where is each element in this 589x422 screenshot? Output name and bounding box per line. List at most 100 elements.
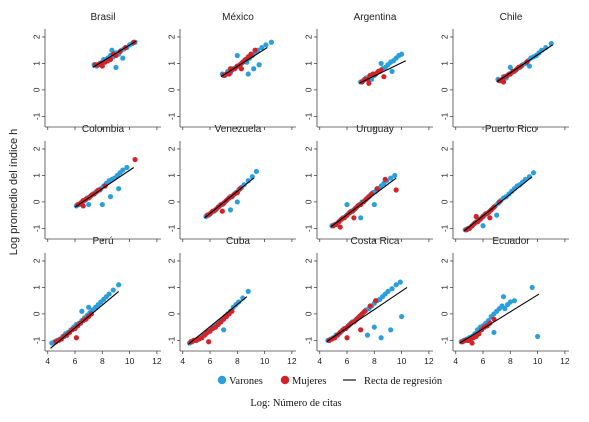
regression-line (463, 176, 533, 232)
point-mujeres (351, 215, 357, 221)
panel-argentina: Argentina 2 1 0 -1 (304, 12, 433, 130)
x-tick-label: 8 (235, 356, 240, 366)
point-varones (120, 167, 126, 173)
x-tick-label: 12 (424, 356, 434, 366)
x-tick-label: 10 (125, 356, 135, 366)
point-varones (251, 66, 257, 72)
point-mujeres (473, 213, 479, 220)
y-tick-label: 2 (440, 258, 450, 263)
point-mujeres (362, 308, 368, 314)
point-mujeres (206, 339, 212, 345)
point-varones (393, 282, 399, 288)
point-mujeres (366, 80, 372, 86)
y-tick-label: 1 (304, 173, 314, 178)
regression-line (220, 47, 268, 78)
x-axis-label: Log: Número de citas (250, 398, 341, 409)
y-tick-label: 1 (167, 61, 177, 66)
point-varones (99, 201, 105, 208)
point-varones (358, 215, 364, 221)
panel-venezuela: Venezuela 2 1 0 -1 (167, 124, 296, 242)
panel-title-brasil: Brasil (90, 12, 115, 23)
point-varones (378, 335, 384, 341)
point-varones (120, 55, 126, 61)
point-varones (389, 286, 395, 292)
y-tick-label: 0 (440, 311, 450, 316)
y-tick-label: 0 (304, 199, 314, 204)
point-varones (388, 175, 394, 181)
y-tick-label: 2 (167, 34, 177, 39)
y-tick-label: -1 (304, 336, 314, 344)
panel-title-colombia: Colombia (82, 124, 125, 135)
point-varones (397, 279, 403, 285)
y-tick-label: -1 (440, 112, 450, 120)
point-varones (511, 298, 518, 304)
point-varones (480, 223, 486, 229)
y-tick-label: -1 (440, 336, 450, 344)
x-tick-label: 8 (372, 356, 377, 366)
point-mujeres (238, 66, 245, 72)
legend: Varones Mujeres Recta de regresión (217, 375, 443, 387)
point-varones (389, 68, 395, 74)
point-varones (385, 288, 391, 295)
point-varones (263, 42, 269, 48)
y-tick-label: 1 (32, 285, 42, 290)
panel-brasil: Brasil 2 1 0 -1 (32, 12, 161, 130)
panel-uruguay: Uruguay 2 1 0 -1 (304, 124, 433, 242)
point-varones (227, 207, 234, 213)
y-tick-label: -1 (167, 336, 177, 344)
regression-line (74, 167, 135, 208)
point-varones (500, 294, 507, 300)
x-tick-label: 4 (453, 356, 458, 366)
panel-title-chile: Chile (500, 12, 523, 23)
point-varones (113, 64, 119, 71)
point-varones (221, 327, 227, 333)
point-mujeres (487, 320, 493, 326)
point-mujeres (358, 327, 364, 333)
panel-title-venezuela: Venezuela (215, 124, 262, 135)
y-tick-label: 0 (440, 199, 450, 204)
panel-title-cuba: Cuba (226, 236, 250, 247)
point-varones (507, 299, 513, 305)
point-mujeres (234, 190, 240, 196)
point-varones (234, 199, 240, 205)
point-mujeres (367, 303, 373, 309)
point-varones (253, 168, 260, 175)
point-varones (245, 288, 251, 295)
point-varones (259, 44, 265, 51)
point-varones (86, 304, 92, 310)
point-varones (86, 201, 92, 208)
panel-title-uruguay: Uruguay (356, 124, 394, 135)
point-mujeres (373, 298, 379, 304)
y-tick-label: 1 (304, 285, 314, 290)
point-mujeres (344, 335, 350, 341)
point-varones (106, 291, 112, 297)
legend-label-varones: Varones (229, 376, 263, 387)
point-mujeres (219, 208, 225, 214)
y-tick-label: 2 (304, 258, 314, 263)
point-varones (241, 182, 247, 188)
y-tick-label: -1 (440, 224, 450, 232)
point-mujeres (374, 186, 380, 192)
regression-line (50, 290, 120, 349)
y-tick-label: 2 (32, 146, 42, 151)
x-tick-label: 8 (508, 356, 513, 366)
point-varones (116, 282, 122, 288)
point-varones (371, 324, 377, 330)
y-tick-label: 2 (304, 146, 314, 151)
point-varones (116, 186, 122, 192)
point-mujeres (99, 63, 105, 69)
y-tick-label: 2 (167, 258, 177, 263)
x-tick-label: 4 (317, 356, 322, 366)
point-varones (371, 201, 377, 208)
point-varones (491, 329, 497, 336)
point-mujeres (337, 224, 343, 230)
legend-swatch-mujeres (280, 375, 290, 385)
y-tick-label: 0 (167, 311, 177, 316)
point-varones (535, 333, 541, 340)
point-varones (107, 194, 114, 200)
point-varones (392, 172, 398, 179)
